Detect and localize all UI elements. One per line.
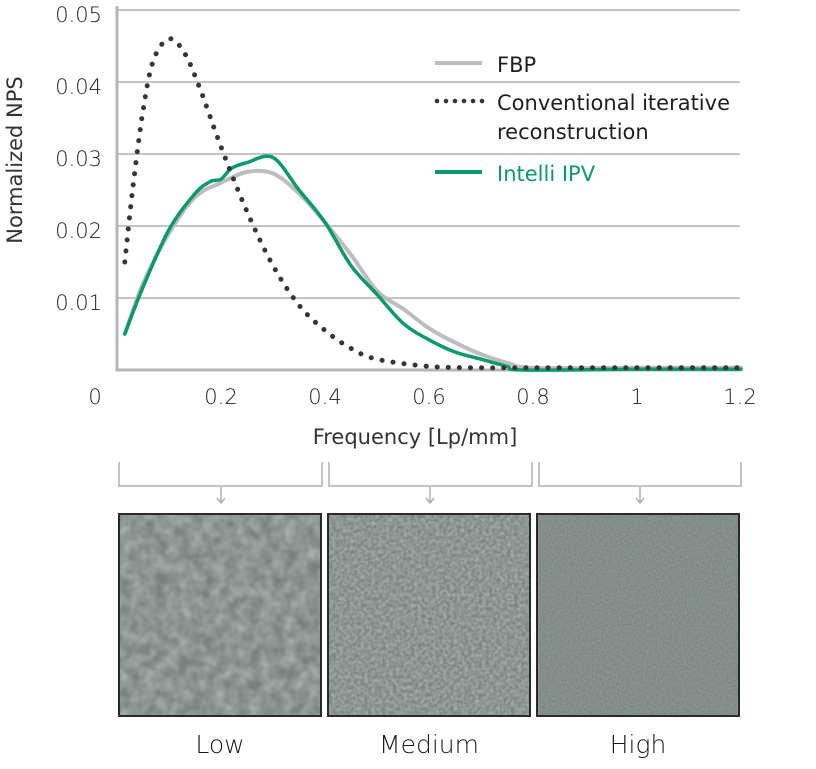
noise-panel-medium bbox=[327, 513, 531, 717]
bracket-medium bbox=[328, 462, 533, 487]
series-fbp-line bbox=[122, 168, 743, 371]
series-intelli-line bbox=[123, 154, 743, 372]
x-tick-labels: 0 0.2 0.4 0.6 0.8 1 1.2 bbox=[88, 385, 756, 409]
noise-panel-high bbox=[536, 513, 740, 717]
y-tick: 0.01 bbox=[55, 291, 102, 315]
legend-bg bbox=[420, 84, 816, 144]
gridlines bbox=[117, 9, 740, 299]
x-tick: 1.2 bbox=[723, 385, 756, 409]
legend-conventional-label: Conventional iterative bbox=[497, 91, 730, 115]
x-tick: 1 bbox=[630, 385, 643, 409]
panel-label-medium: Medium bbox=[379, 730, 479, 759]
x-tick: 0 bbox=[88, 385, 101, 409]
y-tick-labels: 0.05 0.04 0.03 0.02 0.01 bbox=[55, 3, 102, 315]
x-tick: 0.4 bbox=[308, 385, 341, 409]
nps-chart: 0.05 0.04 0.03 0.02 0.01 0 0.2 0.4 0.6 0… bbox=[3, 3, 816, 505]
arrow-down-icon bbox=[216, 487, 226, 505]
legend-bg bbox=[420, 48, 724, 72]
y-tick: 0.02 bbox=[55, 219, 102, 243]
frequency-brackets bbox=[118, 462, 742, 505]
legend-fbp-label: FBP bbox=[497, 53, 536, 77]
series-conventional-line bbox=[122, 36, 744, 371]
x-tick: 0.8 bbox=[516, 385, 549, 409]
arrow-down-icon bbox=[425, 487, 435, 505]
y-tick: 0.05 bbox=[55, 3, 102, 27]
legend: FBP Conventional iterative reconstructio… bbox=[420, 48, 816, 186]
series-layer bbox=[122, 36, 744, 372]
noise-texture-high bbox=[538, 515, 738, 715]
x-axis-title: Frequency [Lp/mm] bbox=[313, 425, 518, 449]
bracket-high bbox=[538, 462, 742, 487]
y-axis-title: Normalized NPS bbox=[3, 76, 27, 243]
arrow-down-icon bbox=[635, 487, 645, 505]
legend-intelli-label: Intelli IPV bbox=[497, 162, 596, 186]
x-tick: 0.6 bbox=[412, 385, 445, 409]
y-tick: 0.04 bbox=[55, 75, 102, 99]
legend-conventional-swatch bbox=[434, 98, 485, 104]
panel-label-high: High bbox=[609, 730, 667, 759]
noise-texture-low bbox=[120, 515, 320, 715]
x-tick: 0.2 bbox=[204, 385, 237, 409]
y-tick: 0.03 bbox=[55, 147, 102, 171]
legend-conventional-label-2: reconstruction bbox=[497, 120, 649, 144]
noise-texture-medium bbox=[329, 515, 529, 715]
panel-label-low: Low bbox=[195, 730, 245, 759]
bracket-low bbox=[118, 462, 323, 487]
noise-panel-low bbox=[118, 513, 322, 717]
